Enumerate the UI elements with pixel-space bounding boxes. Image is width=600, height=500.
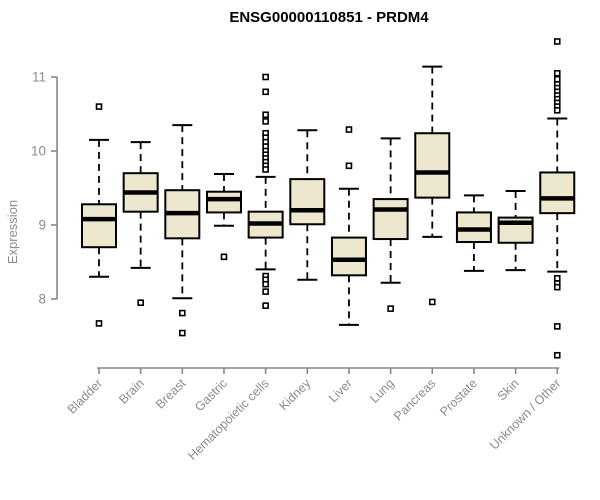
- x-tick-label-liver: Liver: [326, 376, 355, 405]
- outlier-point: [553, 75, 561, 83]
- y-tick-label-8: 8: [38, 292, 46, 307]
- x-tick-label-kidney: Kidney: [276, 376, 313, 413]
- outlier-point: [262, 166, 269, 173]
- iqr-box: [539, 171, 576, 215]
- x-tick-label-hematopoietic-cells: Hematopoietic cells: [185, 376, 272, 463]
- box-group-bladder: [81, 103, 117, 327]
- outlier-point: [553, 274, 561, 282]
- x-tick-label-lung: Lung: [367, 376, 397, 406]
- outlier-point: [553, 351, 561, 359]
- x-tick-label-breast: Breast: [153, 376, 189, 412]
- box-group-prostate: [455, 194, 492, 272]
- box-group-hematopoietic-cells: [247, 73, 284, 309]
- outlier-point: [262, 280, 269, 288]
- box-group-liver: [330, 126, 367, 326]
- x-tick-label-bladder: Bladder: [65, 376, 105, 416]
- box-group-brain: [122, 141, 159, 307]
- x-tick-label-prostate: Prostate: [437, 376, 480, 419]
- box-group-breast: [164, 124, 201, 337]
- outlier-point: [553, 323, 561, 330]
- outlier-point: [553, 107, 561, 114]
- iqr-box: [289, 178, 326, 226]
- outlier-point: [262, 88, 269, 96]
- iqr-box: [414, 132, 451, 199]
- outlier-point: [262, 73, 269, 81]
- outlier-point: [428, 298, 436, 306]
- plot-area: 8 9 10 11 Bladder Brain Breast GastricHematopoi…: [31, 38, 576, 463]
- outlier-point: [262, 111, 269, 119]
- outlier-point: [179, 309, 186, 317]
- outlier-point: [262, 288, 269, 295]
- x-tick-label-brain: Brain: [116, 376, 147, 407]
- box-group-unknown-other: [539, 38, 576, 359]
- box-group-skin: [497, 189, 534, 272]
- x-tick-label-gastric: Gastric: [192, 376, 230, 414]
- outlier-point: [95, 103, 103, 110]
- y-tick-label-11: 11: [32, 70, 46, 85]
- x-tick-label-skin: Skin: [495, 376, 522, 403]
- outlier-point: [553, 283, 561, 291]
- iqr-box: [372, 198, 409, 241]
- outlier-point: [95, 320, 103, 327]
- box-group-pancreas: [414, 65, 451, 306]
- outlier-point: [179, 329, 186, 337]
- x-tick-label-pancreas: Pancreas: [391, 376, 438, 423]
- iqr-box: [330, 236, 367, 277]
- iqr-box: [81, 203, 117, 249]
- outlier-point: [220, 253, 228, 261]
- box-group-kidney: [289, 129, 326, 281]
- outlier-point: [345, 126, 353, 133]
- box-group-gastric: [205, 172, 242, 261]
- outlier-point: [262, 302, 269, 309]
- iqr-box: [205, 190, 242, 214]
- x-tick-label-unknown-other: Unknown / Other: [487, 376, 563, 452]
- outlier-point: [345, 162, 353, 170]
- box-group-lung: [372, 137, 409, 312]
- outlier-point: [387, 305, 394, 312]
- outlier-point: [553, 70, 561, 77]
- y-axis-label: Expression: [5, 200, 20, 264]
- chart-title: ENSG00000110851 - PRDM4: [229, 9, 429, 26]
- outlier-point: [262, 118, 269, 125]
- outlier-point: [553, 38, 561, 45]
- y-tick-label-9: 9: [38, 218, 46, 233]
- outlier-point: [137, 299, 144, 307]
- y-tick-label-10: 10: [31, 144, 46, 159]
